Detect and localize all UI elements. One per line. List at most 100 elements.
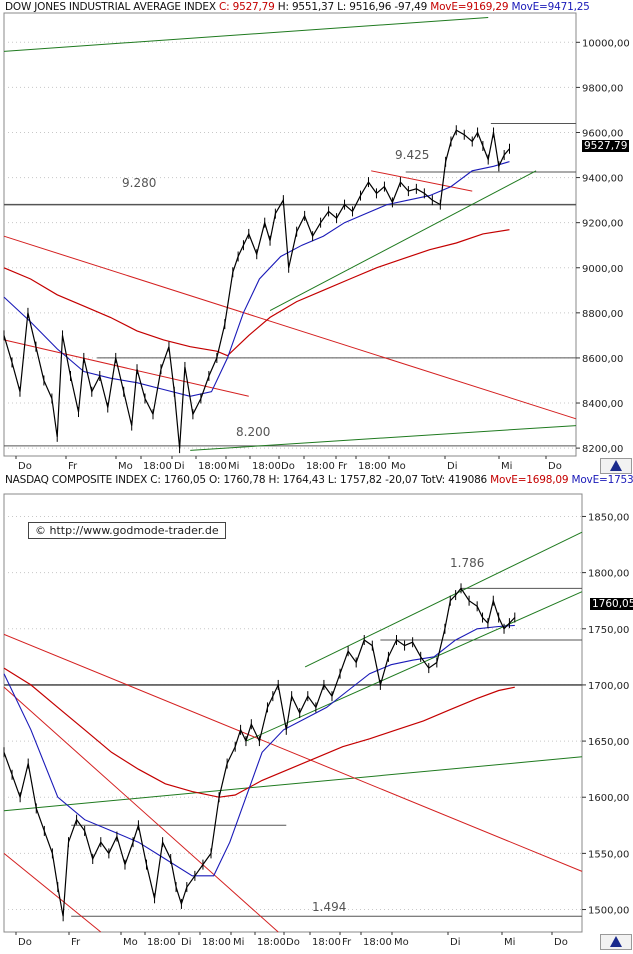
x-tick-label: Fr (68, 461, 78, 472)
dow-annotation-9425: 9.425 (395, 148, 430, 162)
y-tick-label: 9800,00 (582, 83, 623, 94)
nasdaq-header-name: NASDAQ COMPOSITE INDEX (5, 474, 148, 486)
x-tick-label: Fr (71, 937, 81, 948)
y-tick-label: 10000,00 (582, 38, 630, 49)
nasdaq-header-open: O: 1760,78 (209, 474, 266, 486)
nasdaq-header-high: H: 1764,43 (268, 474, 325, 486)
x-tick-label: Mi (228, 461, 239, 472)
price-series-line (3, 587, 516, 917)
x-tick-label: Mi (501, 461, 512, 472)
x-tick-label: 18:00 (312, 937, 341, 948)
nasdaq-header-totv: TotV: 419086 (420, 474, 488, 486)
y-tick-label: 1500,00 (588, 906, 629, 917)
y-tick-label: 8600,00 (582, 354, 623, 365)
nasdaq-header-close: C: 1760,05 (150, 474, 206, 486)
x-tick-label: 18:00 (202, 937, 231, 948)
nasdaq-annotation-1786: 1.786 (450, 556, 485, 570)
dow-header: DOW JONES INDUSTRIAL AVERAGE INDEX C: 95… (5, 1, 590, 13)
nasdaq-last-value-label: 1760,05 (590, 598, 633, 610)
x-tick-label: Di (450, 937, 460, 948)
dow-last-value-label: 9527,79 (582, 140, 630, 152)
green-trend-line (245, 591, 583, 742)
green-trend-line (304, 531, 583, 668)
x-tick-label: 18:00 (306, 461, 335, 472)
x-tick-label: Di (447, 461, 457, 472)
x-tick-label: Mo (391, 461, 406, 472)
dow-header-high: H: 9551,37 (277, 1, 334, 13)
x-tick-label: Do (286, 937, 300, 948)
x-tick-label: 18:00 (257, 937, 286, 948)
dow-header-change: -97,49 (394, 1, 428, 13)
x-tick-label: Do (18, 937, 32, 948)
x-tick-label: 18:00 (358, 461, 387, 472)
x-tick-label: Do (18, 461, 32, 472)
y-tick-label: 9200,00 (582, 219, 623, 230)
dow-header-ma-long: MovE=9169,29 (430, 1, 509, 13)
moving-average-long-line (3, 667, 515, 798)
x-tick-label: 18:00 (363, 937, 392, 948)
nasdaq-navigator-button[interactable] (600, 934, 632, 950)
x-tick-label: Di (181, 937, 191, 948)
dow-header-close: C: 9527,79 (219, 1, 275, 13)
nasdaq-chart-panel: 1850,00 1800,00 1750,00 1700,00 1650,00 1600,… (0, 474, 633, 954)
dow-chart-panel: 10000,00 9800,00 9600,00 9400,00 9200,00 9000… (3, 1, 632, 474)
moving-average-long-line (3, 229, 510, 357)
x-tick-label: Mo (123, 937, 138, 948)
nasdaq-chart-svg: 1850,00 1800,00 1750,00 1700,00 1650,00 1600,… (3, 493, 629, 948)
dow-navigator-button[interactable] (600, 458, 632, 474)
nasdaq-annotation-1494: 1.494 (312, 900, 347, 914)
x-tick-label: Mo (118, 461, 133, 472)
y-tick-label: 9000,00 (582, 264, 623, 275)
moving-average-short-line (3, 161, 510, 397)
dow-header-low: L: 9516,96 (337, 1, 392, 13)
x-tick-label: Mo (394, 937, 409, 948)
moving-average-short-line (3, 624, 515, 877)
nasdaq-header-low: L: 1757,82 (327, 474, 383, 486)
y-tick-label: 8800,00 (582, 309, 623, 320)
y-tick-label: 1550,00 (588, 849, 629, 860)
x-tick-label: 18:00 (147, 937, 176, 948)
red-trend-line (3, 235, 577, 420)
red-trend-line (3, 686, 279, 933)
x-tick-label: Fr (342, 937, 352, 948)
dow-header-ma-short: MovE=9471,25 (511, 1, 590, 13)
price-series-line (3, 129, 510, 449)
green-trend-line (269, 170, 537, 312)
green-trend-line (190, 425, 577, 451)
dow-annotation-9280: 9.280 (122, 176, 157, 190)
red-trend-line (371, 170, 473, 192)
y-tick-label: 1800,00 (588, 569, 629, 580)
y-tick-label: 8200,00 (582, 444, 623, 455)
x-tick-label: 18:00 (252, 461, 281, 472)
x-tick-label: Mi (233, 937, 244, 948)
x-tick-label: Do (554, 937, 568, 948)
y-tick-label: 9600,00 (582, 128, 623, 139)
nasdaq-header-ma-short: MovE=1753,00 (571, 474, 633, 486)
x-tick-label: Do (548, 461, 562, 472)
plot-area (3, 493, 583, 933)
x-tick-label: Di (174, 461, 184, 472)
chart-navigator-icon (610, 936, 622, 947)
x-tick-label: Do (281, 461, 295, 472)
green-trend-line (3, 17, 489, 52)
red-trend-line (3, 339, 249, 397)
x-tick-label: Fr (338, 461, 348, 472)
y-tick-label: 1700,00 (588, 681, 629, 692)
nasdaq-header-ma-long: MovE=1698,09 (490, 474, 569, 486)
dow-header-name: DOW JONES INDUSTRIAL AVERAGE INDEX (5, 1, 216, 13)
y-tick-label: 1600,00 (588, 793, 629, 804)
green-trend-line (3, 756, 583, 812)
copyright-link[interactable]: © http://www.godmode-trader.de (28, 522, 226, 539)
red-trend-line (3, 852, 102, 933)
nasdaq-header-change: -20,07 (385, 474, 418, 486)
plot-area (3, 12, 577, 457)
y-tick-label: 9400,00 (582, 174, 623, 185)
dow-annotation-8200: 8.200 (236, 425, 271, 439)
y-tick-label: 1850,00 (588, 512, 629, 523)
x-tick-label: Mi (504, 937, 515, 948)
x-tick-label: 18:00 (143, 461, 172, 472)
y-tick-label: 8400,00 (582, 399, 623, 410)
y-tick-label: 1650,00 (588, 737, 629, 748)
x-tick-label: 18:00 (198, 461, 227, 472)
nasdaq-header: NASDAQ COMPOSITE INDEX C: 1760,05 O: 176… (5, 474, 633, 486)
